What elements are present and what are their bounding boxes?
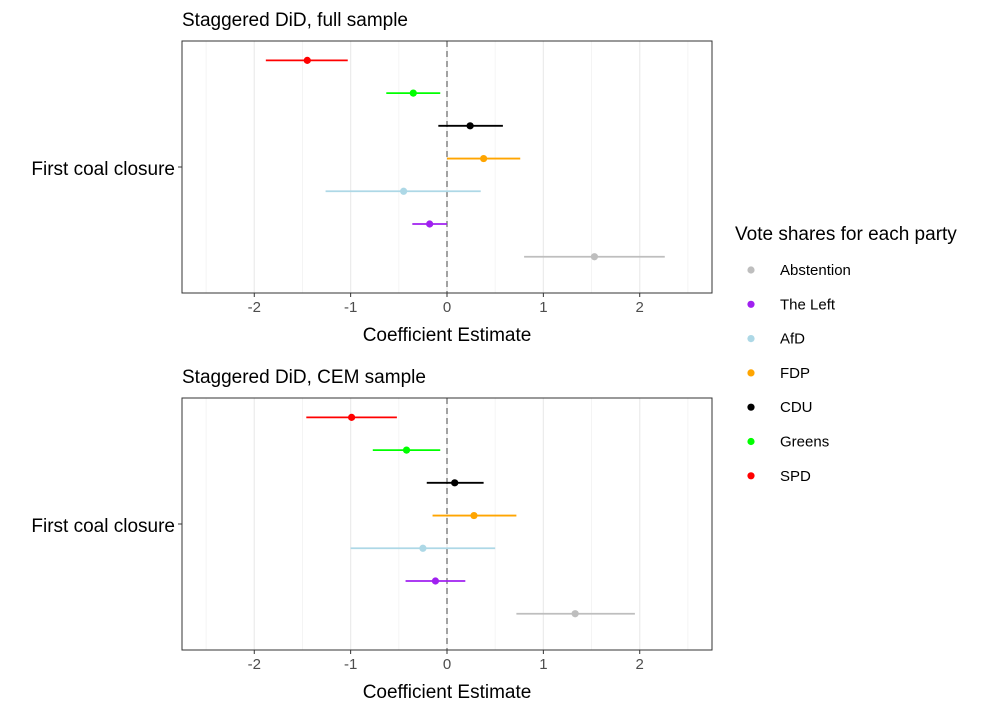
legend: Vote shares for each party Abstention The…: [735, 224, 957, 485]
legend-label-cdu: CDU: [780, 399, 813, 416]
point-spd: [303, 56, 311, 64]
x-tick-label: 2: [636, 299, 644, 316]
point-abstention: [571, 610, 579, 618]
point-the-left: [431, 577, 440, 585]
legend-title: Vote shares for each party: [735, 224, 957, 245]
point-greens: [409, 89, 417, 97]
panel-1-plot-area: -2 -1 0 1 2: [178, 40, 713, 316]
legend-label-afd: AfD: [780, 331, 805, 348]
panel-2-x-axis-title: Coefficient Estimate: [363, 682, 532, 703]
legend-key-abstention: [747, 266, 755, 274]
x-tick-label: 1: [539, 299, 547, 316]
legend-key-cdu: [747, 403, 755, 411]
x-tick-label: 0: [443, 299, 451, 316]
legend-label-spd: SPD: [780, 468, 811, 485]
legend-label-fdp: FDP: [780, 365, 810, 382]
x-tick-label: 0: [443, 656, 451, 673]
point-the-left: [426, 220, 434, 228]
x-tick-label: 2: [636, 656, 644, 673]
panel-2-title: Staggered DiD, CEM sample: [182, 367, 426, 388]
point-spd: [348, 413, 356, 421]
point-afd: [419, 544, 427, 552]
legend-key-the-left: [747, 300, 755, 308]
x-tick-label: -1: [344, 299, 357, 316]
panel-1-category-label: First coal closure: [31, 159, 175, 180]
legend-key-spd: [747, 472, 755, 480]
point-cdu: [466, 122, 474, 130]
x-tick-label: -2: [248, 656, 261, 673]
legend-key-afd: [747, 335, 755, 343]
legend-key-fdp: [747, 369, 755, 377]
x-tick-label: -2: [248, 299, 261, 316]
panel-1-x-axis-title: Coefficient Estimate: [363, 325, 532, 346]
point-abstention: [590, 253, 599, 261]
panel-1-title: Staggered DiD, full sample: [182, 10, 408, 31]
point-fdp: [470, 511, 478, 520]
legend-key-greens: [747, 437, 755, 446]
panel-2-plot-area: -2 -1 0 1 2: [178, 397, 713, 673]
point-afd: [400, 187, 408, 195]
point-fdp: [480, 154, 488, 163]
x-tick-label: -1: [344, 656, 357, 673]
point-greens: [402, 446, 411, 454]
point-cdu: [451, 479, 459, 487]
x-tick-label: 1: [539, 656, 547, 673]
legend-label-the-left: The Left: [780, 296, 836, 313]
legend-label-abstention: Abstention: [780, 262, 851, 279]
panel-2-category-label: First coal closure: [31, 516, 175, 537]
legend-label-greens: Greens: [780, 434, 829, 451]
